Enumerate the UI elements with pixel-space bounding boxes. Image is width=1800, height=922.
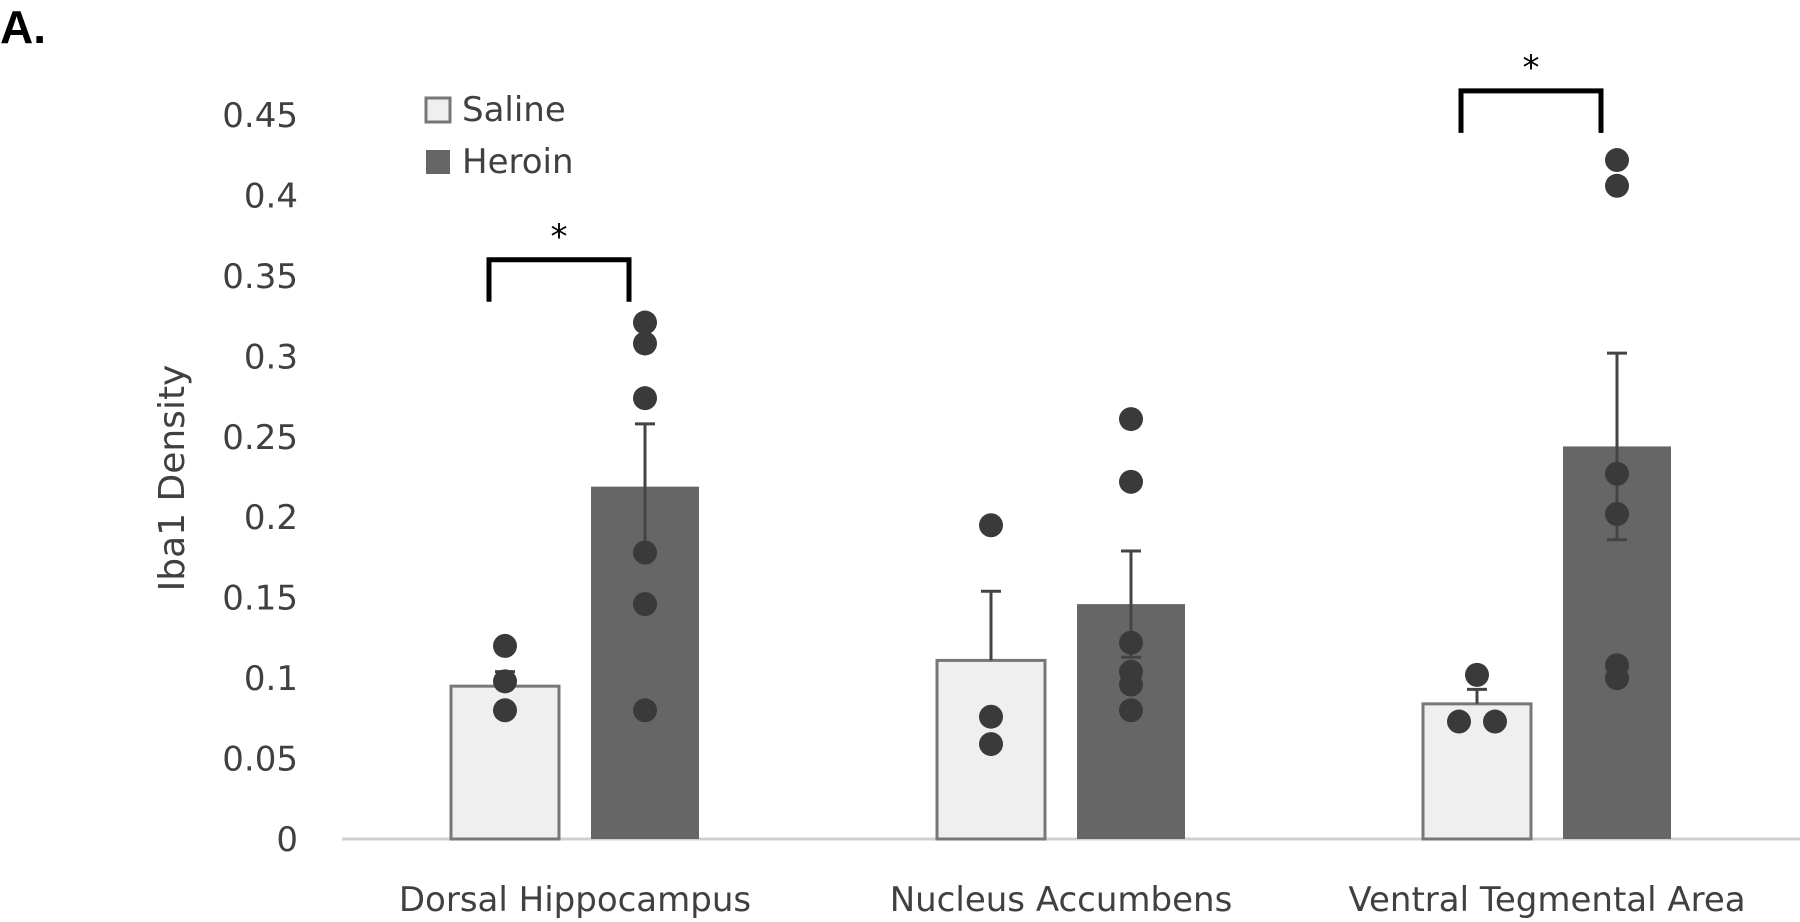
data-point [633,698,657,723]
legend-label: Heroin [462,142,574,182]
data-point [633,310,657,335]
data-point [1605,173,1629,198]
point-layer [493,148,1629,757]
x-tick-label: Ventral Tegmental Area [1348,880,1745,920]
legend-swatch [426,150,450,174]
data-point [1119,698,1143,723]
data-point [493,633,517,658]
legend-label: Saline [462,90,566,130]
data-point [1119,469,1143,494]
data-point [1605,148,1629,173]
significance-label: * [1523,48,1540,88]
y-tick-label: 0.25 [222,418,298,458]
bar-layer [449,446,1671,841]
axis-layer: 0 0.05 0.1 0.15 0.2 0.25 0.3 0.35 0.4 0.45 Iba1 De… [152,96,1800,920]
data-point [493,698,517,723]
x-tick-label: Dorsal Hippocampus [399,880,751,920]
legend-swatch [424,96,452,124]
y-tick-label: 0.45 [222,96,298,136]
data-point [1483,709,1507,734]
data-point [1119,672,1143,697]
y-tick-label: 0.1 [244,659,298,699]
significance-bracket [486,257,632,302]
panel-label: A. [0,1,46,53]
y-tick-label: 0.15 [222,579,298,619]
legend: Saline Heroin [424,90,574,182]
data-point [1447,709,1471,734]
y-tick-label: 0.05 [222,740,298,780]
data-point [979,513,1003,538]
data-point [1119,407,1143,432]
data-point [633,592,657,617]
y-tick-label: 0 [276,820,298,860]
data-point [633,331,657,356]
data-point [1605,666,1629,691]
data-point [1605,461,1629,486]
significance-layer: ** [486,48,1604,302]
data-point [1465,662,1489,687]
bar-saline [1421,702,1533,841]
y-tick-label: 0.2 [244,498,298,538]
data-point [633,540,657,565]
data-point [493,669,517,694]
x-tick-label: Nucleus Accumbens [890,880,1233,920]
y-axis-label: Iba1 Density [152,365,193,592]
significance-bracket [1458,88,1604,133]
y-tick-label: 0.4 [244,176,298,216]
data-point [979,704,1003,729]
y-tick-label: 0.3 [244,337,298,377]
y-tick-label: 0.35 [222,257,298,297]
data-point [979,732,1003,757]
significance-label: * [551,217,568,257]
data-point [1119,630,1143,655]
data-point [1605,502,1629,527]
data-point [633,386,657,411]
